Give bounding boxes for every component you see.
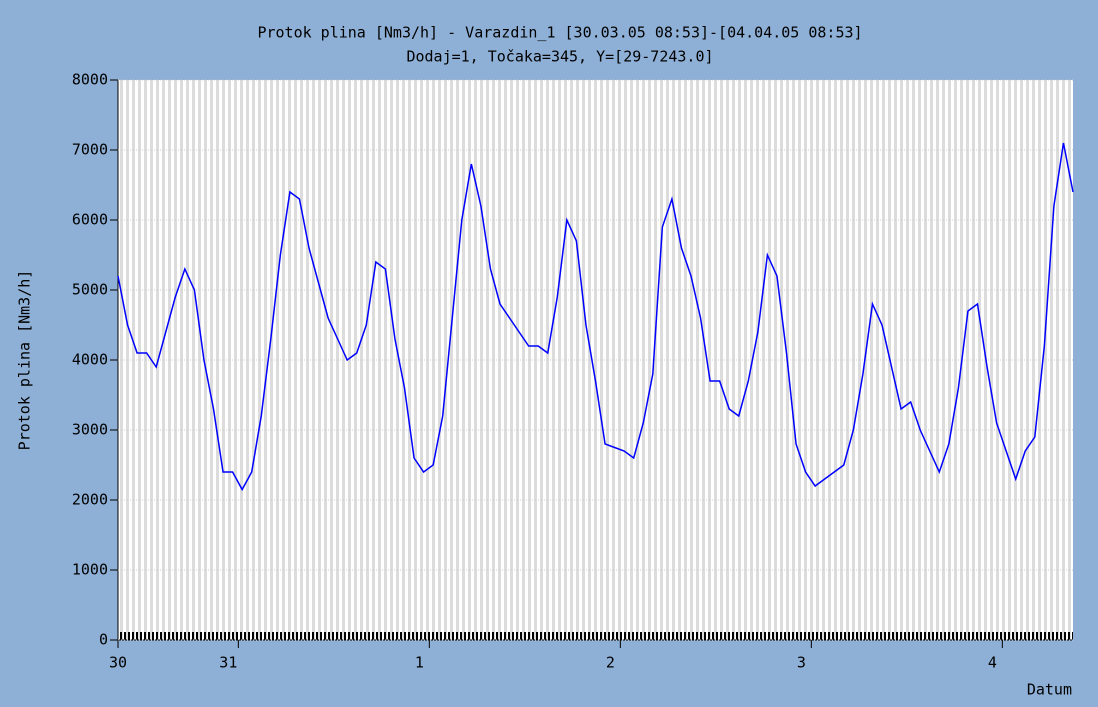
x-tick-label: 1	[415, 654, 424, 672]
y-tick-label: 6000	[72, 211, 108, 229]
chart-subtitle: Dodaj=1, Točaka=345, Y=[29-7243.0]	[406, 48, 713, 66]
x-tick-label: 31	[219, 654, 237, 672]
x-axis-label: Datum	[1027, 681, 1072, 699]
x-tick-label: 2	[606, 654, 615, 672]
chart-title: Protok plina [Nm3/h] - Varazdin_1 [30.03…	[257, 24, 862, 42]
y-tick-label: 4000	[72, 351, 108, 369]
y-tick-label: 2000	[72, 491, 108, 509]
y-tick-label: 7000	[72, 141, 108, 159]
y-tick-label: 3000	[72, 421, 108, 439]
minor-ticks	[118, 632, 1073, 640]
y-axis-label: Protok plina [Nm3/h]	[16, 270, 34, 451]
y-tick-label: 5000	[72, 281, 108, 299]
y-tick-label: 0	[99, 631, 108, 649]
x-tick-label: 3	[797, 654, 806, 672]
data-line	[117, 142, 1074, 492]
x-tick-label: 30	[109, 654, 127, 672]
x-tick-label: 4	[988, 654, 997, 672]
y-tick-label: 1000	[72, 561, 108, 579]
y-tick-label: 8000	[72, 71, 108, 89]
